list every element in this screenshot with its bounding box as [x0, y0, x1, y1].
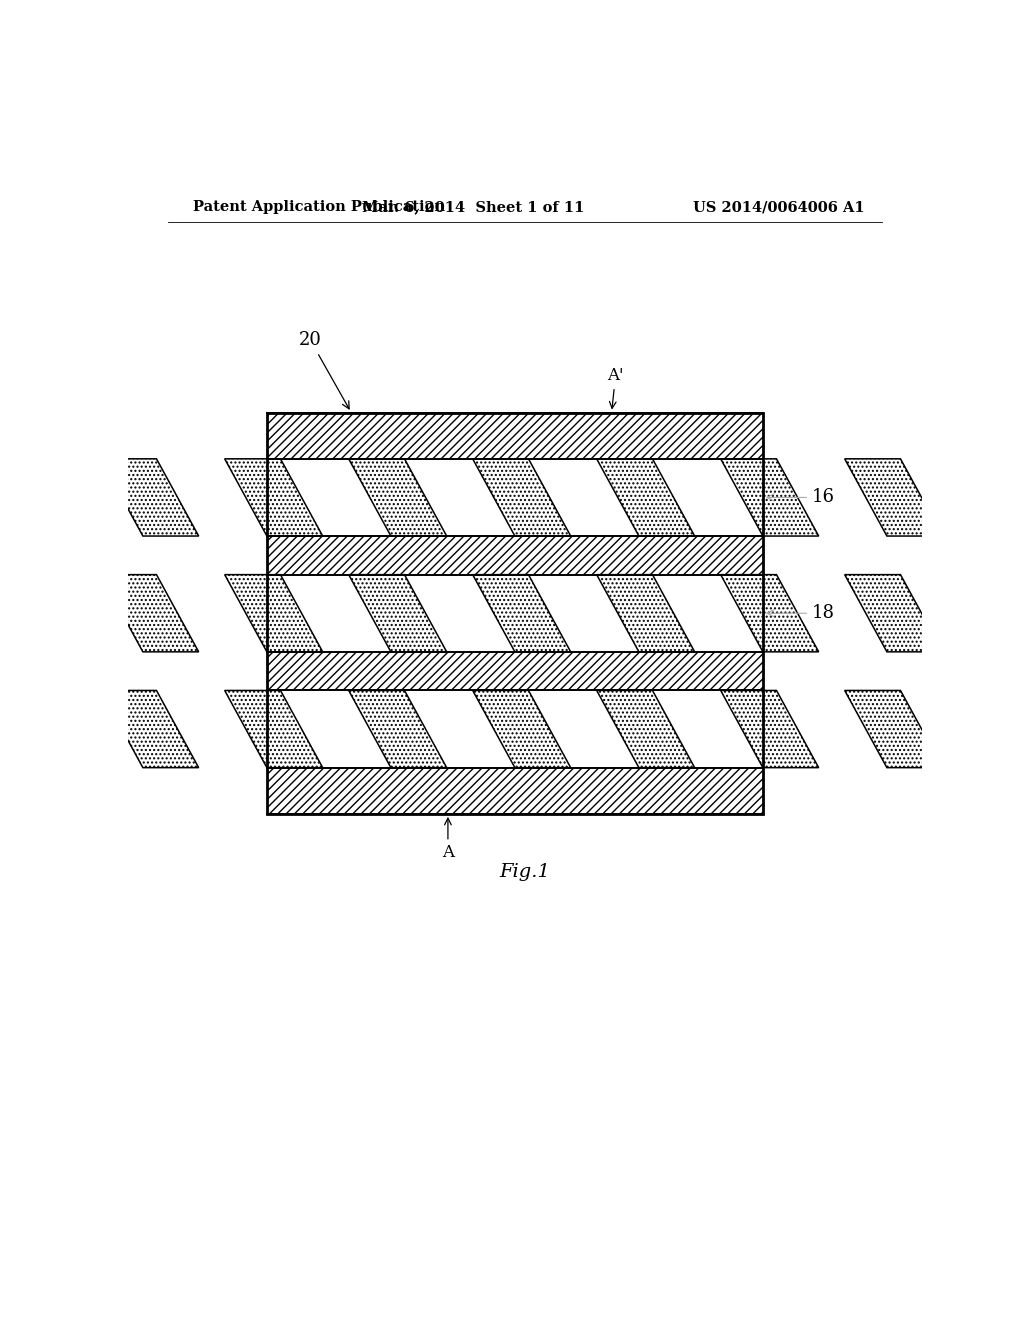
Text: Patent Application Publication: Patent Application Publication: [194, 201, 445, 214]
Polygon shape: [597, 574, 694, 652]
Polygon shape: [721, 574, 818, 652]
Bar: [267, 413, 763, 814]
Polygon shape: [473, 690, 570, 768]
Bar: [267, 413, 763, 814]
Polygon shape: [349, 459, 446, 536]
Bar: [267, 574, 763, 652]
Polygon shape: [597, 459, 694, 536]
Polygon shape: [349, 574, 446, 652]
Text: Fig.1: Fig.1: [500, 863, 550, 880]
Polygon shape: [721, 459, 818, 536]
Polygon shape: [597, 690, 694, 768]
Polygon shape: [845, 574, 943, 652]
Bar: [267, 768, 763, 814]
Polygon shape: [100, 574, 199, 652]
Text: Mar. 6, 2014  Sheet 1 of 11: Mar. 6, 2014 Sheet 1 of 11: [362, 201, 585, 214]
Bar: [267, 652, 763, 690]
Polygon shape: [224, 574, 323, 652]
Polygon shape: [473, 459, 570, 536]
Polygon shape: [224, 690, 323, 768]
Bar: [267, 459, 763, 536]
Polygon shape: [224, 459, 323, 536]
Text: A: A: [442, 818, 454, 862]
Bar: [267, 413, 763, 459]
Bar: [267, 690, 763, 768]
Text: A': A': [607, 367, 624, 408]
Polygon shape: [100, 459, 199, 536]
Polygon shape: [721, 690, 818, 768]
Text: 20: 20: [299, 331, 349, 409]
Polygon shape: [845, 459, 943, 536]
Bar: [267, 536, 763, 574]
Polygon shape: [845, 690, 943, 768]
Polygon shape: [349, 690, 446, 768]
Polygon shape: [100, 690, 199, 768]
Polygon shape: [473, 574, 570, 652]
Text: 16: 16: [767, 488, 836, 507]
Text: US 2014/0064006 A1: US 2014/0064006 A1: [693, 201, 864, 214]
Text: 18: 18: [767, 605, 836, 622]
